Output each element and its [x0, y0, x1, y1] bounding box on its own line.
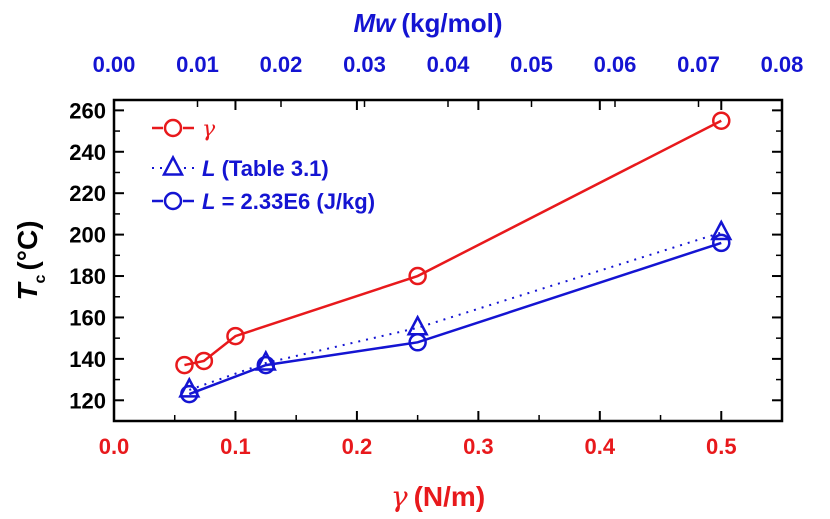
series-line [188, 231, 722, 391]
series-line [188, 241, 722, 396]
data-point [406, 314, 429, 336]
data-point [710, 219, 733, 241]
legend-entry-3: L = 2.33E6 (J/kg) [152, 189, 375, 214]
legend-label: γ [202, 117, 216, 142]
y-tick-label: 200 [69, 223, 106, 248]
x-tick-label: 0.2 [342, 434, 373, 459]
legend-marker [163, 191, 183, 211]
top-axis-tick-label: 0.01 [176, 52, 219, 77]
legend-label: L (Table 3.1) [202, 156, 329, 181]
x-axis-ticks: 0.0 0.1 0.2 0.3 0.4 0.5 [99, 100, 783, 459]
top-axis-tick-label: 0.02 [260, 52, 303, 77]
data-point [180, 384, 199, 404]
y-axis-ticks: 120 140 160 180 200 220 240 260 [69, 98, 782, 413]
top-axis-ticks: 0.00 0.01 0.02 0.03 0.04 0.05 0.06 0.07 0.08 [93, 52, 804, 107]
data-point [408, 266, 427, 286]
x-tick-label: 0.4 [585, 434, 616, 459]
data-point [194, 351, 214, 371]
legend-entry-2: L (Table 3.1) [152, 154, 329, 181]
top-axis-tick-label: 0.06 [594, 52, 637, 77]
data-point [712, 233, 731, 253]
series-2 [178, 219, 733, 398]
series-1 [175, 111, 731, 375]
x-tick-label: 0.3 [463, 434, 494, 459]
top-axis-tick-label: 0.05 [510, 52, 553, 77]
plot-frame [112, 98, 784, 423]
y-axis-title: Tc(°C) [12, 220, 49, 300]
top-axis-tick-label: 0.03 [343, 52, 386, 77]
data-point [408, 333, 427, 352]
y-tick-label: 180 [69, 264, 106, 289]
y-tick-label: 120 [69, 388, 106, 413]
y-tick-label: 220 [69, 181, 106, 206]
top-axis-tick-label: 0.04 [427, 52, 471, 77]
x-tick-label: 0.5 [706, 434, 737, 459]
series-layer [175, 111, 733, 404]
legend-marker-bg [163, 158, 183, 178]
x-tick-label: 0.0 [99, 434, 130, 459]
legend: γ L (Table 3.1) L = 2.33E6 (J/kg) [152, 117, 375, 214]
data-point [256, 355, 276, 375]
y-tick-label: 160 [69, 305, 106, 330]
legend-label: L = 2.33E6 (J/kg) [202, 189, 375, 214]
data-point [254, 349, 277, 371]
legend-entry-1: γ [152, 117, 216, 142]
y-axis-title-group: Tc(°C) [12, 220, 49, 300]
data-point [712, 111, 731, 130]
series-line [184, 119, 722, 367]
x-axis-title: γ (N/m) [391, 480, 485, 513]
data-point [226, 326, 245, 346]
y-tick-label: 140 [69, 347, 106, 372]
legend-marker [161, 154, 185, 176]
y-tick-label: 240 [69, 140, 106, 165]
top-axis-tick-label: 0.00 [93, 52, 136, 77]
top-axis-tick-label: 0.08 [761, 52, 804, 77]
top-axis-title: Mw (kg/mol) [354, 8, 503, 38]
x-tick-label: 0.1 [220, 434, 251, 459]
legend-marker [163, 118, 183, 138]
series-3 [180, 233, 731, 404]
data-point [175, 355, 194, 375]
y-tick-label: 260 [69, 98, 106, 123]
top-axis-tick-label: 0.07 [677, 52, 720, 77]
